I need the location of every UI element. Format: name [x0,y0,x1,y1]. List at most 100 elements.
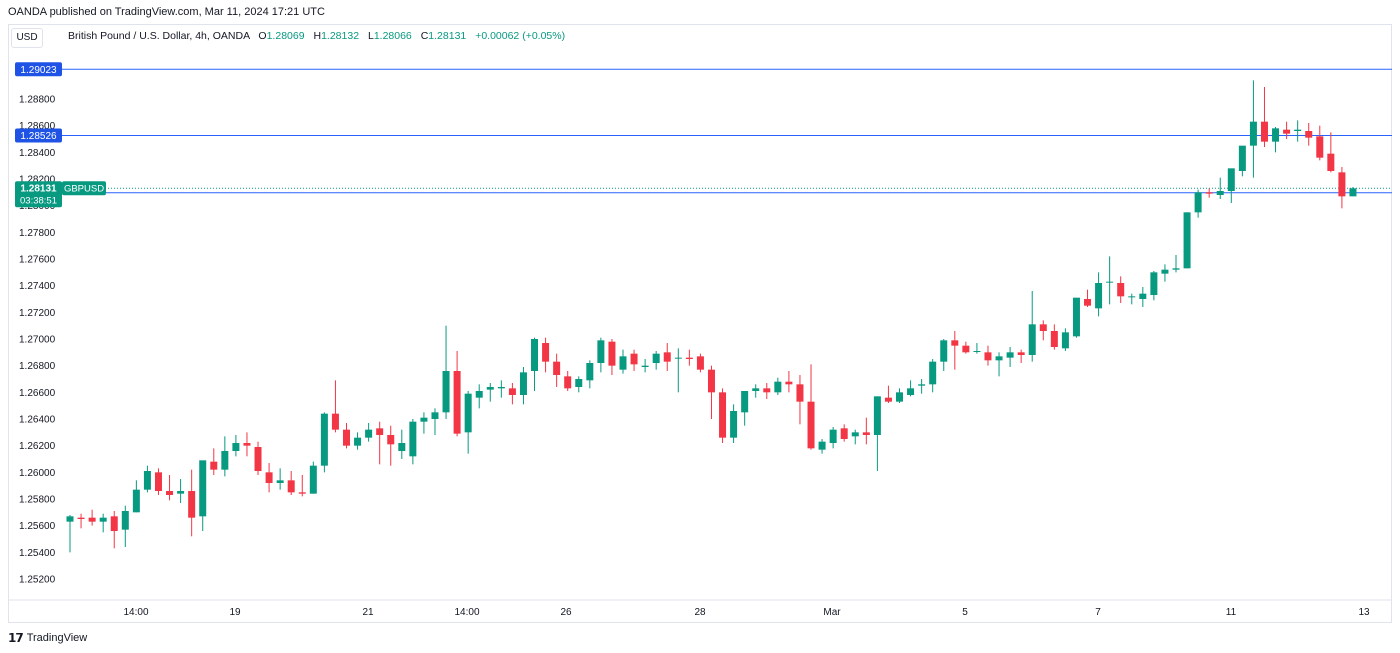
candle-body[interactable] [1039,324,1047,331]
candle-body[interactable] [1095,283,1103,309]
candle-body[interactable] [88,517,96,522]
candle-body[interactable] [1084,299,1092,306]
candle-body[interactable] [453,371,461,434]
candle-body[interactable] [1205,192,1213,194]
candle-body[interactable] [1183,212,1191,269]
candle-body[interactable] [343,429,350,446]
candle-body[interactable] [641,365,649,367]
candle-body[interactable] [154,472,162,491]
candle-body[interactable] [1272,128,1280,142]
candle-body[interactable] [331,413,339,430]
candle-body[interactable] [984,352,992,361]
candle-body[interactable] [962,345,970,353]
candle-body[interactable] [254,447,262,471]
candle-body[interactable] [1061,332,1069,349]
candle-body[interactable] [597,340,605,363]
candle-body[interactable] [741,391,749,413]
candle-body[interactable] [320,413,328,466]
candle-body[interactable] [608,341,616,366]
candle-body[interactable] [121,511,129,530]
candle-body[interactable] [575,379,583,387]
candle-body[interactable] [1139,293,1147,299]
candle-body[interactable] [232,443,240,451]
candle-body[interactable] [940,340,948,362]
candle-body[interactable] [475,391,483,398]
candle-body[interactable] [1305,131,1313,138]
currency-button[interactable]: USD [11,28,43,48]
candle-body[interactable] [243,443,251,446]
candle-body[interactable] [553,361,561,375]
candle-body[interactable] [862,432,870,435]
candle-body[interactable] [796,384,804,402]
candle-body[interactable] [420,417,428,422]
candle-body[interactable] [1283,129,1291,134]
candle-body[interactable] [497,387,505,389]
candle-body[interactable] [1172,268,1180,270]
candle-body[interactable] [376,428,384,435]
candle-body[interactable] [829,429,837,443]
candle-body[interactable] [1327,153,1335,171]
candle-body[interactable] [1338,172,1346,197]
candle-body[interactable] [884,397,892,402]
candle-body[interactable] [785,381,793,385]
candle-body[interactable] [1349,188,1357,197]
candle-body[interactable] [630,353,638,365]
candle-body[interactable] [619,356,627,370]
candle-body[interactable] [973,351,981,352]
candle-body[interactable] [409,421,417,457]
candle-body[interactable] [1150,272,1158,295]
candle-body[interactable] [1128,296,1136,298]
candle-body[interactable] [752,388,760,391]
candle-body[interactable] [564,376,572,389]
candle-body[interactable] [652,353,660,363]
candle-body[interactable] [110,516,118,531]
candle-body[interactable] [663,352,671,362]
candle-body[interactable] [896,392,903,402]
candle-body[interactable] [519,372,527,395]
candle-body[interactable] [1006,352,1014,358]
candle-body[interactable] [719,392,727,438]
candle-body[interactable] [177,491,185,494]
candle-body[interactable] [287,480,295,493]
candle-body[interactable] [1238,145,1246,171]
candle-body[interactable] [840,428,848,439]
candle-body[interactable] [707,369,715,393]
candle-body[interactable] [1106,281,1114,283]
candle-body[interactable] [1194,192,1202,213]
candle-body[interactable] [210,461,218,470]
candle-body[interactable] [99,517,107,522]
candle-body[interactable] [508,388,516,395]
candle-body[interactable] [1249,121,1257,146]
candle-body[interactable] [66,516,74,522]
candle-body[interactable] [486,387,494,390]
candle-body[interactable] [1294,129,1302,131]
candle-body[interactable] [995,356,1003,361]
candle-body[interactable] [818,441,826,450]
candle-body[interactable] [387,435,395,445]
candle-body[interactable] [951,340,959,346]
candle-body[interactable] [188,491,196,518]
candle-body[interactable] [221,451,229,470]
candle-body[interactable] [199,460,207,517]
candle-body[interactable] [542,343,550,362]
candle-body[interactable] [685,357,693,359]
candle-body[interactable] [1260,121,1268,142]
candle-body[interactable] [166,491,174,495]
candle-body[interactable] [807,401,815,449]
candle-body[interactable] [354,437,362,446]
candle-body[interactable] [1072,297,1080,337]
candle-body[interactable] [586,363,594,381]
candle-body[interactable] [431,412,439,419]
candle-body[interactable] [1216,191,1224,195]
candle-body[interactable] [674,357,682,359]
candle-body[interactable] [1050,331,1058,347]
candle-body[interactable] [1227,168,1235,191]
candle-body[interactable] [929,361,937,385]
tradingview-footer[interactable]: 𝟭𝟳 TradingView [8,631,87,645]
candle-body[interactable] [77,517,85,519]
candle-body[interactable] [763,388,771,393]
candle-body[interactable] [132,489,140,513]
candle-body[interactable] [1017,352,1025,355]
candle-body[interactable] [696,356,704,370]
